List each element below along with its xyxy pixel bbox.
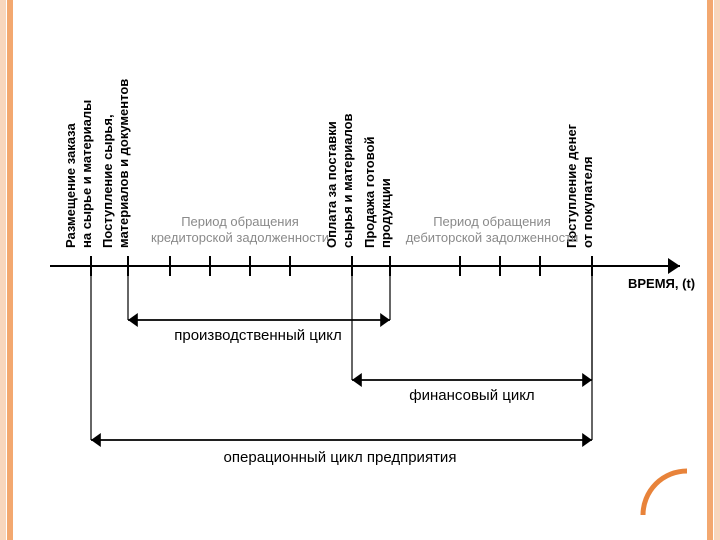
cycle-label-c2: финансовый цикл <box>409 387 534 404</box>
svg-text:сырья и материалов: сырья и материалов <box>340 113 355 248</box>
svg-text:от покупателя: от покупателя <box>580 156 595 248</box>
event-label-e3: Оплата за поставкисырья и материалов <box>324 113 355 248</box>
cycle-label-c1: производственный цикл <box>174 327 342 344</box>
svg-text:Размещение заказа: Размещение заказа <box>63 123 78 248</box>
slide-root: ВРЕМЯ, (t) Размещение заказана сырье и ма… <box>0 0 720 540</box>
period-text-t1-line1: кредиторской задолженности <box>151 230 329 245</box>
svg-text:на сырье и материалы: на сырье и материалы <box>79 100 94 248</box>
timeline-svg: ВРЕМЯ, (t) Размещение заказана сырье и ма… <box>20 10 700 530</box>
svg-text:Поступление сырья,: Поступление сырья, <box>100 114 115 248</box>
timeline-diagram: ВРЕМЯ, (t) Размещение заказана сырье и ма… <box>20 10 700 530</box>
event-label-e1: Размещение заказана сырье и материалы <box>63 100 94 248</box>
period-text-t2-line0: Период обращения <box>433 214 551 229</box>
svg-text:материалов и документов: материалов и документов <box>116 79 131 248</box>
svg-text:Оплата за поставки: Оплата за поставки <box>324 121 339 248</box>
period-text-t1-line0: Период обращения <box>181 214 299 229</box>
svg-text:продукции: продукции <box>378 178 393 248</box>
period-text-t2-line1: дебиторской задолженности <box>406 230 579 245</box>
border-right-outer <box>714 0 720 540</box>
cycle-label-c3: операционный цикл предприятия <box>224 449 457 466</box>
slide-border-right <box>707 0 720 540</box>
axis-label: ВРЕМЯ, (t) <box>628 276 695 291</box>
svg-text:Продажа готовой: Продажа готовой <box>362 136 377 248</box>
border-left-outer <box>0 0 6 540</box>
border-left-inner <box>7 0 13 540</box>
event-label-e4: Продажа готовойпродукции <box>362 136 393 248</box>
slide-border-left <box>0 0 13 540</box>
border-right-inner <box>707 0 713 540</box>
event-label-e2: Поступление сырья,материалов и документо… <box>100 79 131 248</box>
